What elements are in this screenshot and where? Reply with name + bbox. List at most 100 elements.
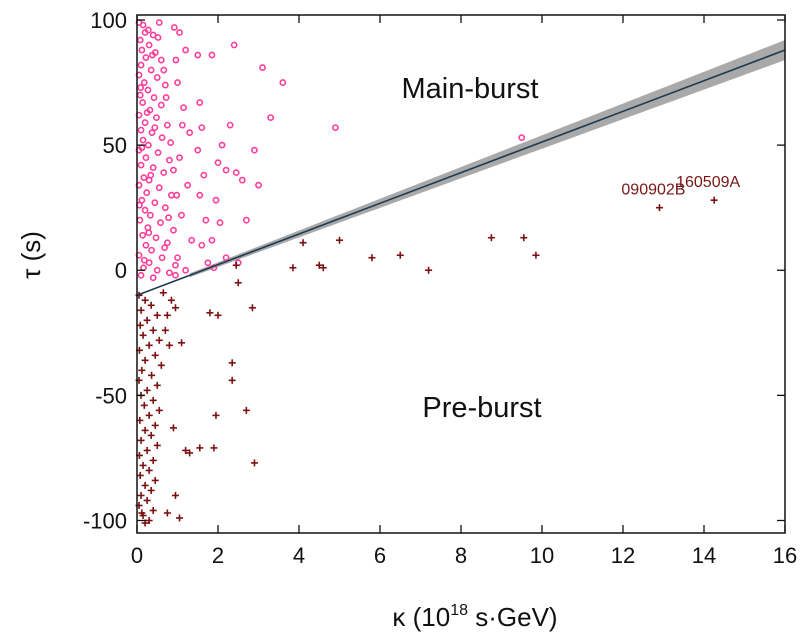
pre-burst-point [138, 509, 146, 517]
main-burst-point [186, 129, 194, 137]
x-axis-title-suffix: s·GeV) [468, 602, 558, 632]
pre-burst-point [136, 471, 144, 479]
main-burst-point [137, 126, 145, 134]
pre-burst-point [206, 309, 214, 317]
pre-burst-point [141, 519, 149, 527]
pre-burst-point [228, 359, 236, 367]
pre-burst-point [136, 321, 144, 329]
main-burst-point [138, 46, 146, 54]
main-burst-point [143, 109, 151, 116]
pre-burst-point [153, 311, 161, 319]
main-burst-point [212, 196, 220, 204]
pre-burst-point [178, 339, 186, 347]
main-burst-point [153, 114, 160, 121]
main-burst-point [165, 269, 173, 277]
main-burst-point [151, 124, 159, 132]
main-burst-point [139, 99, 147, 106]
pre-burst-point [710, 196, 718, 204]
main-burst-point [226, 121, 234, 129]
pre-burst-point [137, 491, 145, 499]
main-burst-point [146, 211, 154, 219]
main-burst-point [149, 274, 157, 282]
pre-burst-point [242, 406, 250, 414]
pre-burst-point [148, 371, 156, 379]
main-burst-point [149, 164, 157, 172]
main-burst-point [141, 206, 149, 214]
main-burst-point [161, 204, 169, 212]
main-burst-point [176, 154, 183, 162]
x-tick-label: 14 [692, 543, 716, 568]
axis-ticks-layer: 0 2 4 6 8 10 12 14 16 -100 -50 0 50 100 [83, 8, 797, 568]
y-tick-label: 50 [103, 133, 127, 158]
main-burst-point [170, 24, 178, 31]
main-burst-point [242, 216, 250, 224]
pre-burst-point [137, 436, 145, 444]
main-burst-point [163, 239, 171, 247]
main-burst-point [170, 166, 177, 174]
main-burst-point [144, 141, 152, 149]
pre-burst-point [149, 506, 157, 514]
pre-burst-point [165, 341, 173, 349]
main-burst-point [137, 161, 145, 169]
main-burst-point [153, 266, 161, 274]
main-burst-point [136, 91, 144, 99]
pre-burst-point [145, 516, 153, 524]
main-burst-point [165, 214, 172, 222]
main-burst-point [180, 104, 187, 111]
main-burst-point [178, 211, 185, 219]
main-burst-point [144, 86, 152, 94]
main-burst-point [222, 254, 230, 262]
main-burst-point [137, 271, 145, 279]
main-burst-point [137, 61, 145, 69]
pre-burst-point [149, 456, 157, 464]
pre-burst-point [368, 254, 376, 262]
main-burst-point [147, 171, 155, 179]
pre-burst-point [210, 444, 218, 452]
pre-burst-point [228, 376, 236, 384]
main-burst-point [157, 101, 165, 109]
pre-burst-point [149, 396, 157, 404]
main-burst-point [165, 156, 173, 164]
main-burst-point [182, 266, 189, 274]
pre-burst-point [532, 251, 540, 259]
main-burst-point [141, 29, 149, 36]
main-burst-point [141, 119, 149, 127]
pre-burst-point [143, 496, 151, 504]
y-tick-label: 0 [115, 258, 127, 283]
pre-burst-point [250, 459, 258, 467]
x-tick-label: 10 [530, 543, 554, 568]
pre-burst-point [155, 406, 163, 414]
pre-burst-point [186, 449, 194, 457]
pre-burst-point [289, 264, 297, 272]
pre-burst-point [487, 234, 495, 242]
pre-burst-point [143, 316, 151, 324]
x-axis-title-prefix: κ (10 [392, 602, 450, 632]
pre-burst-point [163, 509, 171, 517]
main-burst-point [140, 174, 148, 182]
pre-burst-label: Pre-burst [422, 392, 541, 424]
pre-burst-point [147, 301, 155, 309]
main-burst-point [142, 54, 150, 61]
pre-burst-point [315, 261, 323, 269]
main-burst-point [196, 99, 204, 106]
pre-burst-point [196, 444, 204, 452]
main-burst-point [184, 181, 192, 189]
main-burst-point [216, 219, 224, 227]
main-burst-point [160, 66, 168, 74]
main-burst-point [176, 29, 183, 36]
main-burst-point [279, 79, 287, 86]
confidence-band [189, 40, 785, 278]
pre-burst-point [176, 514, 184, 522]
main-burst-point [194, 51, 202, 59]
main-burst-point [194, 146, 202, 154]
fit-line-layer [136, 49, 786, 297]
main-burst-point [145, 41, 153, 49]
scatter-points-layer [135, 19, 718, 527]
pre-burst-point [161, 326, 169, 334]
main-burst-point [143, 189, 151, 197]
main-burst-point [230, 41, 238, 49]
main-burst-point [188, 236, 196, 244]
main-burst-point [139, 21, 147, 29]
main-burst-point [154, 34, 162, 41]
pre-burst-point [141, 356, 149, 364]
